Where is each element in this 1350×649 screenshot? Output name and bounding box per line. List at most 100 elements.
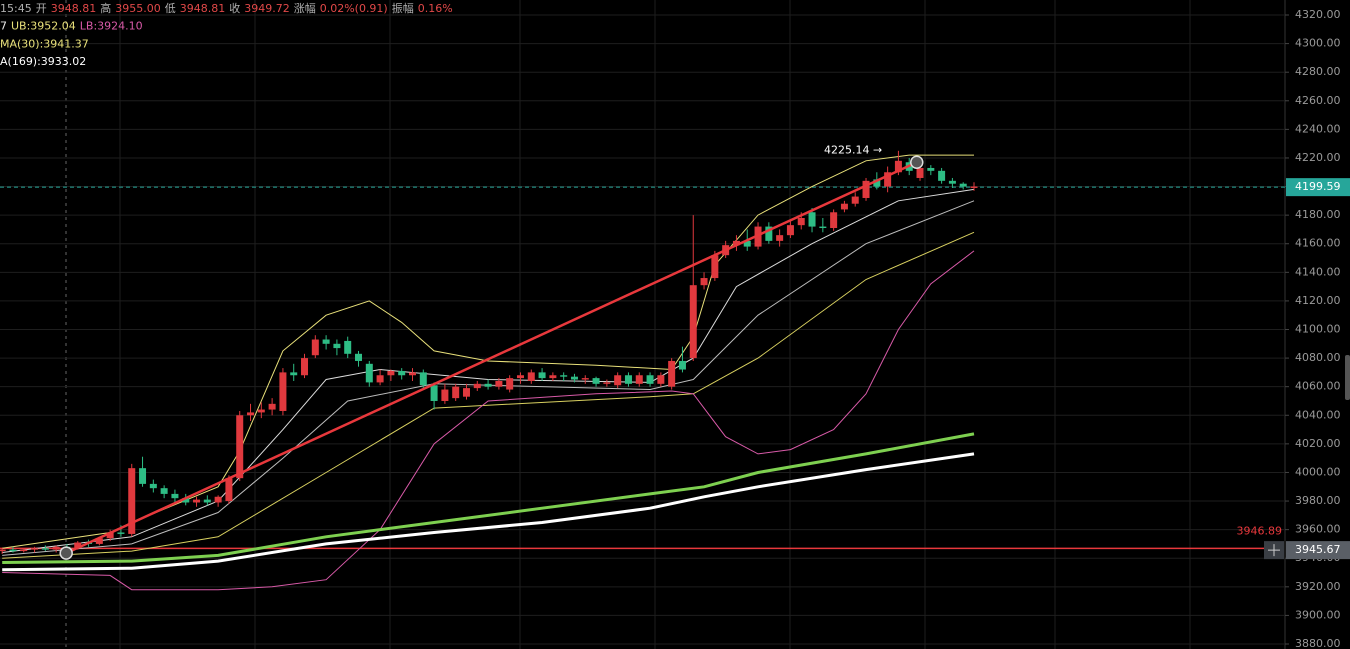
y-tick-label: 4040.00	[1295, 408, 1341, 421]
level-label: 3946.89	[1237, 524, 1283, 537]
y-tick-label: 3880.00	[1295, 637, 1341, 649]
candle-body	[657, 375, 665, 384]
y-tick-label: 4300.00	[1295, 37, 1341, 50]
info-item: LB:3924.10	[80, 20, 143, 33]
info-item: 涨幅	[294, 2, 316, 15]
candle-body	[171, 493, 179, 499]
candle-body	[894, 160, 902, 173]
info-item: 7	[0, 20, 7, 33]
candle-body	[268, 403, 276, 410]
candle-body	[916, 167, 924, 178]
info-item: 0.16%	[418, 2, 453, 15]
candle-body	[668, 360, 676, 387]
candle-body	[797, 218, 805, 226]
candle-body	[247, 412, 255, 416]
y-tick-label: 3980.00	[1295, 494, 1341, 507]
candle-body	[301, 358, 309, 376]
candle-body	[873, 179, 881, 187]
trendline-handle	[59, 546, 73, 560]
candle-body	[592, 378, 600, 384]
candle-body	[462, 388, 470, 397]
candle-body	[473, 383, 481, 389]
indicator-line	[2, 250, 975, 591]
candle-body	[938, 170, 946, 181]
candle-body	[203, 499, 211, 503]
y-tick-label: 4160.00	[1295, 237, 1341, 250]
candle-body	[74, 542, 82, 549]
high-marker: 4225.14 →	[824, 144, 882, 157]
candle-body	[365, 363, 373, 383]
info-row: A(169):3933.02	[0, 55, 86, 68]
candle-body	[160, 488, 168, 494]
candle-body	[570, 376, 578, 380]
info-row: 7 UB:3952.04 LB:3924.10	[0, 20, 143, 33]
info-item: 3948.81	[51, 2, 97, 15]
candle-body	[52, 546, 60, 550]
candle-body	[149, 483, 157, 489]
info-item: UB:3952.04	[11, 20, 76, 33]
indicator-line	[2, 452, 975, 572]
candle-body	[538, 372, 546, 379]
y-tick-label: 4140.00	[1295, 265, 1341, 278]
candle-body	[851, 196, 859, 204]
candle-body	[635, 375, 643, 384]
y-tick-label: 4100.00	[1295, 323, 1341, 336]
info-item: 振幅	[392, 1, 414, 15]
y-tick-label: 4020.00	[1295, 437, 1341, 450]
candle-body	[549, 375, 557, 379]
candle-body	[484, 383, 492, 387]
candle-body	[430, 385, 438, 401]
y-tick-label: 4180.00	[1295, 208, 1341, 221]
candle-body	[732, 240, 740, 246]
indicator-line	[2, 231, 975, 559]
candle-body	[970, 186, 978, 188]
candle-body	[614, 375, 622, 386]
candle-body	[808, 212, 816, 227]
candle-body	[279, 372, 287, 411]
candle-body	[527, 372, 535, 381]
candle-body	[419, 372, 427, 386]
y-tick-label: 4280.00	[1295, 65, 1341, 78]
candle-body	[948, 180, 956, 184]
y-tick-label: 4220.00	[1295, 151, 1341, 164]
candle-body	[31, 548, 39, 550]
candle-body	[786, 225, 794, 236]
candle-body	[344, 340, 352, 354]
info-item: 开	[36, 2, 47, 15]
crosshair-tag	[1286, 541, 1350, 560]
candle-body	[743, 240, 751, 247]
candle-body	[700, 278, 708, 286]
trendline	[65, 161, 918, 555]
y-tick-label: 4240.00	[1295, 122, 1341, 135]
candle-body	[311, 339, 319, 356]
candle-body	[624, 375, 632, 384]
info-item: 0.02%(0.91)	[320, 2, 388, 15]
candle-body	[506, 378, 514, 390]
candle-body	[41, 548, 49, 550]
candle-body	[214, 496, 222, 503]
candle-body	[290, 372, 298, 376]
candle-body	[9, 549, 17, 552]
candle-body	[452, 386, 460, 399]
candle-body	[387, 370, 395, 376]
candle-body	[765, 226, 773, 241]
candle-body	[408, 372, 416, 376]
candle-body	[95, 538, 103, 544]
candle-body	[333, 343, 341, 349]
candle-body	[646, 375, 654, 384]
candle-body	[711, 255, 719, 279]
info-item: 收	[229, 1, 240, 15]
scroll-handle[interactable]	[1345, 355, 1350, 400]
price-tag	[1286, 178, 1350, 197]
candle-body	[959, 183, 967, 187]
candle-body	[20, 549, 28, 552]
candle-body	[678, 360, 686, 370]
candle-body	[884, 172, 892, 187]
info-row: MA(30):3941.37	[0, 37, 89, 50]
candle-body	[560, 375, 568, 377]
candle-body	[376, 375, 384, 383]
y-tick-label: 4000.00	[1295, 465, 1341, 478]
candle-body	[106, 532, 114, 539]
